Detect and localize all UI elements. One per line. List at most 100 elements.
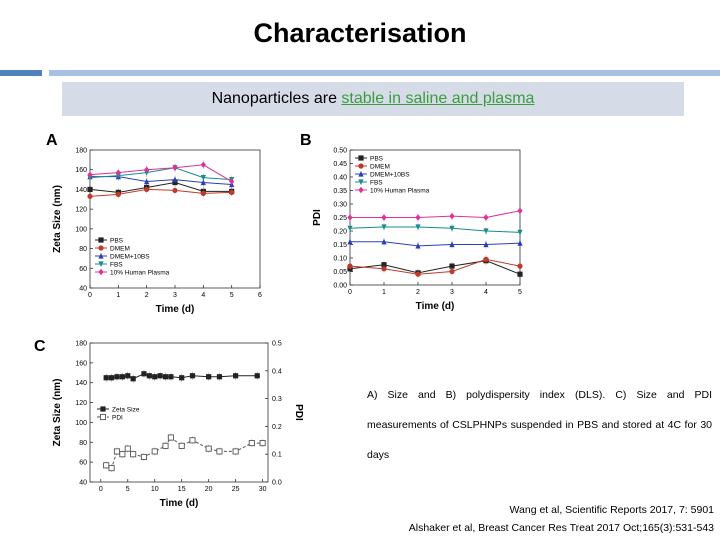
chart-b-series-line-4 xyxy=(349,226,521,233)
chart-a-y-tick-label: 80 xyxy=(79,246,87,253)
chart-b-x-tick-label: 4 xyxy=(484,289,488,296)
chart-c-y-tick-label: 140 xyxy=(75,380,87,387)
chart-b-legend-label: 10% Human Plasma xyxy=(370,188,430,195)
chart-a-x-tick-label: 5 xyxy=(230,292,234,299)
chart-b-data-point xyxy=(483,256,489,262)
chart-c-data-point xyxy=(189,373,196,379)
chart-b-data-point xyxy=(381,224,387,231)
chart-a-svg: 0 1 2 3 4 5 6 40 60 80 100 120 140 160 180 Time (d) Zeta… xyxy=(52,148,262,316)
reference-2: Alshaker et al, Breast Cancer Res Treat … xyxy=(408,522,714,534)
chart-a-x-tick-label: 1 xyxy=(116,292,120,299)
chart-a-legend-marker xyxy=(98,237,104,243)
chart-a-data-point xyxy=(115,191,121,197)
chart-c-x-tick-label: 10 xyxy=(151,486,159,493)
chart-b-data-point xyxy=(517,271,523,277)
chart-c-x-tick-label: 30 xyxy=(259,486,267,493)
chart-b-y-tick-label: 0.15 xyxy=(333,242,347,249)
chart-c-x-tick-label: 15 xyxy=(178,486,186,493)
chart-c-y-tick-label: 180 xyxy=(75,341,87,348)
chart-b-data-point xyxy=(483,228,489,235)
chart-a-data-point xyxy=(200,161,206,168)
chart-b-y-tick-label: 0.25 xyxy=(333,215,347,222)
chart-c-data-point xyxy=(119,451,126,458)
chart-c-y-tick-label: 160 xyxy=(75,360,87,367)
chart-a-x-tick-label: 2 xyxy=(145,292,149,299)
chart-c-y-tick-label: 120 xyxy=(75,400,87,407)
chart-a-data-point xyxy=(200,179,206,186)
chart-b-data-point xyxy=(381,214,387,221)
chart-b-y-tick-label: 0.20 xyxy=(333,229,347,236)
chart-c-data-point xyxy=(125,373,131,379)
chart-b-x-axis-label: Time (d) xyxy=(416,301,455,312)
chart-c-x-tick-label: 5 xyxy=(126,486,130,493)
chart-c-data-point xyxy=(152,374,158,380)
chart-a-x-tick-label: 4 xyxy=(201,292,205,299)
chart-b-x-tick-label: 0 xyxy=(348,289,352,296)
chart-b-data-point xyxy=(415,242,421,249)
chart-c-data-point xyxy=(157,373,163,379)
chart-c-data-point xyxy=(232,448,239,455)
chart-a-series-line-1 xyxy=(89,182,232,193)
chart-c-data-point xyxy=(113,448,121,455)
chart-c-data-point xyxy=(162,442,169,449)
chart-c-y-axis-label: Zeta Size (nm) xyxy=(52,379,63,447)
accent-bar-left xyxy=(0,70,42,76)
chart-a-y-axis-label: Zeta Size (nm) xyxy=(52,185,63,253)
chart-c-data-point xyxy=(162,374,169,380)
chart-c-data-point xyxy=(108,375,115,381)
chart-a-legend-label: DMEM xyxy=(110,246,130,253)
chart-b-legend-label: DMEM+10BS xyxy=(370,172,410,179)
subtitle-highlight: stable in saline and plasma xyxy=(341,90,535,107)
chart-c-data-point xyxy=(146,373,152,379)
accent-bar-right xyxy=(49,70,720,76)
chart-a-legend-marker xyxy=(98,268,104,276)
chart-c-legend-marker xyxy=(99,413,107,421)
chart-a-x-tick-label: 3 xyxy=(173,292,177,299)
chart-a-data-point xyxy=(172,176,178,183)
chart-b-data-point xyxy=(449,225,455,232)
chart-b-y-tick-label: 0.00 xyxy=(333,283,347,290)
chart-a-data-point xyxy=(87,186,93,193)
chart-c-data-point xyxy=(233,373,239,379)
chart-c-data-point xyxy=(168,374,174,380)
chart-c-y2-tick-label: 0.5 xyxy=(272,341,282,348)
chart-c-y2-tick-label: 0.0 xyxy=(272,480,282,487)
chart-c-x-tick-label: 0 xyxy=(99,486,103,493)
chart-c-data-point xyxy=(141,371,147,377)
chart-b-y-tick-label: 0.10 xyxy=(333,256,347,263)
chart-b-y-tick-label: 0.30 xyxy=(333,202,347,209)
chart-c-data-point xyxy=(248,440,255,447)
chart-c-data-point xyxy=(140,453,147,461)
chart-c-data-point xyxy=(254,373,260,379)
chart-b-legend-marker xyxy=(358,186,364,194)
reference-1: Wang et al, Scientific Reports 2017, 7: … xyxy=(509,504,714,516)
chart-b-x-tick-label: 5 xyxy=(518,289,522,296)
chart-a: 0 1 2 3 4 5 6 40 60 80 100 120 140 160 180 Time (d) Zeta… xyxy=(50,140,280,335)
chart-b-data-point xyxy=(483,241,489,248)
chart-b-data-point xyxy=(381,238,387,245)
chart-c-x-tick-label: 25 xyxy=(232,486,240,493)
chart-a-y-tick-label: 160 xyxy=(75,167,87,174)
chart-b-series-line-5 xyxy=(350,210,521,219)
subtitle-text: Nanoparticles are xyxy=(211,90,342,107)
chart-b: 0 1 2 3 4 5 0.00 0.05 0.10 0.15 0.20 0.25 0.30 0.35 0.… xyxy=(310,140,540,335)
chart-c-data-point xyxy=(205,445,212,452)
chart-b-legend-marker xyxy=(358,170,364,177)
chart-c-plot-frame xyxy=(89,342,269,483)
chart-a-data-point xyxy=(144,186,150,193)
chart-c-data-point xyxy=(216,374,223,380)
chart-a-series-line-4 xyxy=(89,167,232,181)
chart-c-data-point xyxy=(124,445,131,452)
chart-c-y2-tick-label: 0.3 xyxy=(272,396,282,403)
chart-c-series-line-2 xyxy=(105,436,263,469)
chart-c-data-point xyxy=(206,374,212,380)
figure-caption: A) Size and B) polydispersity index (DLS… xyxy=(367,389,712,461)
chart-c-data-point xyxy=(259,440,266,447)
chart-b-data-point xyxy=(347,263,353,269)
chart-c: 0 5 10 15 20 25 30 40 60 80 100 120 140 160 180 0.0 0.1 0… xyxy=(50,335,310,525)
chart-c-legend-label: PDI xyxy=(112,415,123,422)
chart-a-data-point xyxy=(115,169,121,176)
chart-c-x-tick-label: 20 xyxy=(205,486,213,493)
chart-b-legend-marker xyxy=(358,179,364,186)
chart-c-y2-tick-label: 0.4 xyxy=(272,368,282,375)
